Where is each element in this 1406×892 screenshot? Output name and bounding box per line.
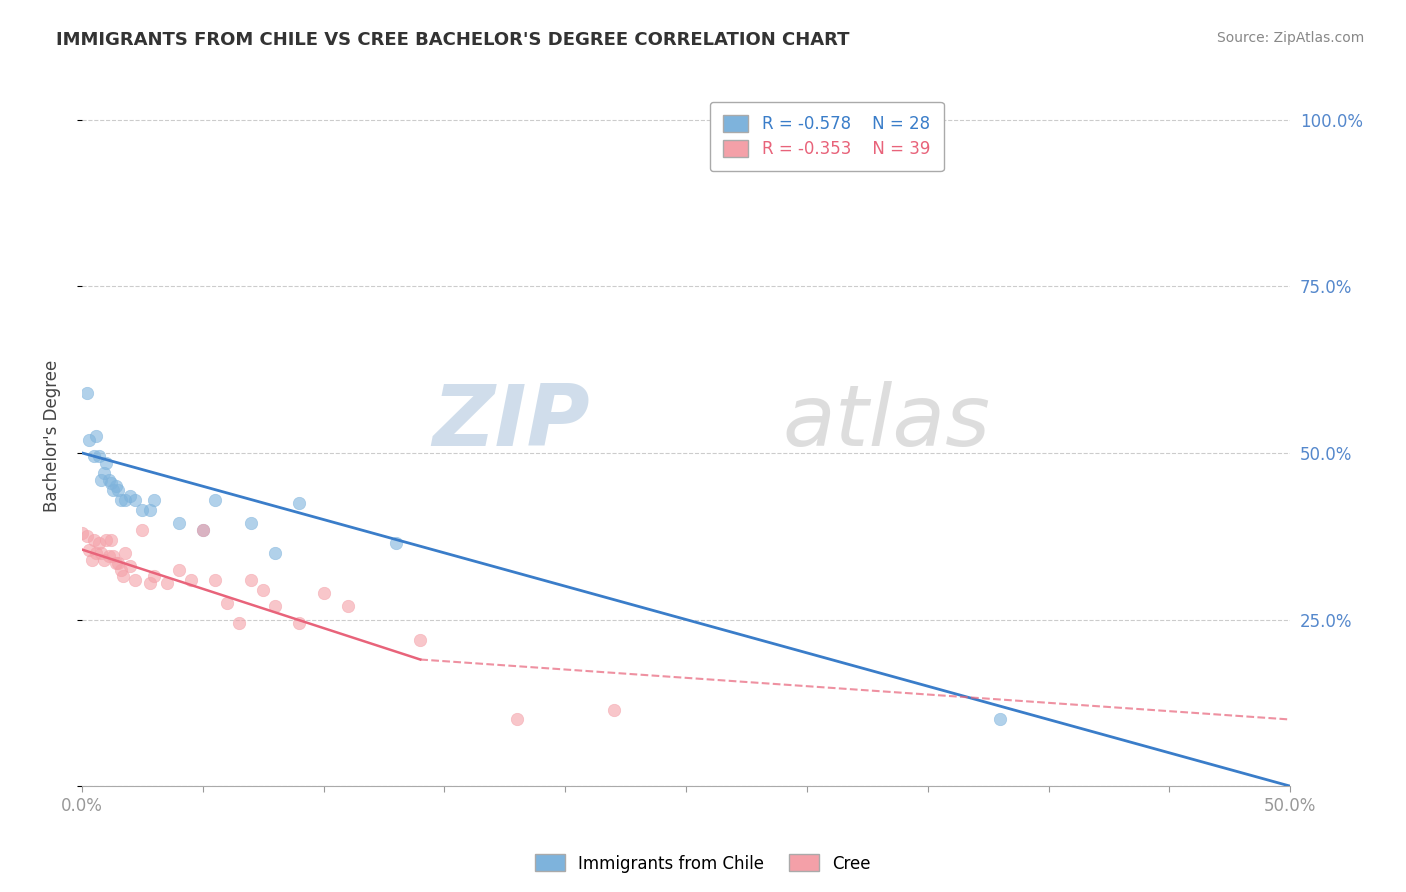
Point [191, 523, 214, 537]
Point [288, 615, 311, 630]
Point [112, 569, 135, 583]
Point [80, 552, 103, 566]
Point [143, 569, 166, 583]
Point [90, 473, 112, 487]
Point [114, 492, 136, 507]
Point [131, 523, 153, 537]
Point [107, 483, 129, 497]
Text: Source: ZipAtlas.com: Source: ZipAtlas.com [1216, 31, 1364, 45]
Point [94, 456, 117, 470]
Point [240, 573, 263, 587]
Point [180, 573, 202, 587]
Point [100, 475, 122, 490]
Point [114, 546, 136, 560]
Y-axis label: Bachelor's Degree: Bachelor's Degree [44, 360, 60, 512]
Point [124, 573, 146, 587]
Point [93, 552, 115, 566]
Point [76, 386, 98, 401]
Point [131, 502, 153, 516]
Point [138, 502, 160, 516]
Legend: Immigrants from Chile, Cree: Immigrants from Chile, Cree [529, 847, 877, 880]
Point [76, 529, 98, 543]
Point [191, 523, 214, 537]
Point [77, 433, 100, 447]
Point [124, 492, 146, 507]
Point [83, 533, 105, 547]
Text: IMMIGRANTS FROM CHILE VS CREE BACHELOR'S DEGREE CORRELATION CHART: IMMIGRANTS FROM CHILE VS CREE BACHELOR'S… [56, 31, 849, 49]
Point [83, 449, 105, 463]
Point [90, 546, 112, 560]
Point [288, 496, 311, 510]
Point [138, 575, 160, 590]
Point [103, 483, 125, 497]
Point [240, 516, 263, 530]
Point [385, 536, 408, 550]
Point [86, 546, 108, 560]
Point [87, 536, 110, 550]
Point [120, 559, 142, 574]
Point [93, 466, 115, 480]
Point [155, 575, 177, 590]
Point [264, 546, 287, 560]
Point [312, 586, 335, 600]
Point [602, 702, 624, 716]
Point [506, 713, 529, 727]
Point [228, 615, 250, 630]
Point [107, 556, 129, 570]
Point [120, 489, 142, 503]
Point [988, 713, 1011, 727]
Point [100, 533, 122, 547]
Point [94, 533, 117, 547]
Point [204, 573, 226, 587]
Point [264, 599, 287, 614]
Point [103, 549, 125, 564]
Point [70, 525, 93, 540]
Point [86, 429, 108, 443]
Point [77, 542, 100, 557]
Point [97, 549, 120, 564]
Point [104, 479, 127, 493]
Point [167, 563, 190, 577]
Point [336, 599, 359, 614]
Point [215, 596, 238, 610]
Point [110, 492, 132, 507]
Point [252, 582, 274, 597]
Point [167, 516, 190, 530]
Legend: R = -0.578    N = 28, R = -0.353    N = 39: R = -0.578 N = 28, R = -0.353 N = 39 [710, 102, 943, 171]
Point [104, 556, 127, 570]
Point [97, 473, 120, 487]
Point [87, 449, 110, 463]
Point [204, 492, 226, 507]
Text: ZIP: ZIP [432, 381, 589, 464]
Point [409, 632, 432, 647]
Point [143, 492, 166, 507]
Text: atlas: atlas [783, 381, 991, 464]
Point [110, 563, 132, 577]
